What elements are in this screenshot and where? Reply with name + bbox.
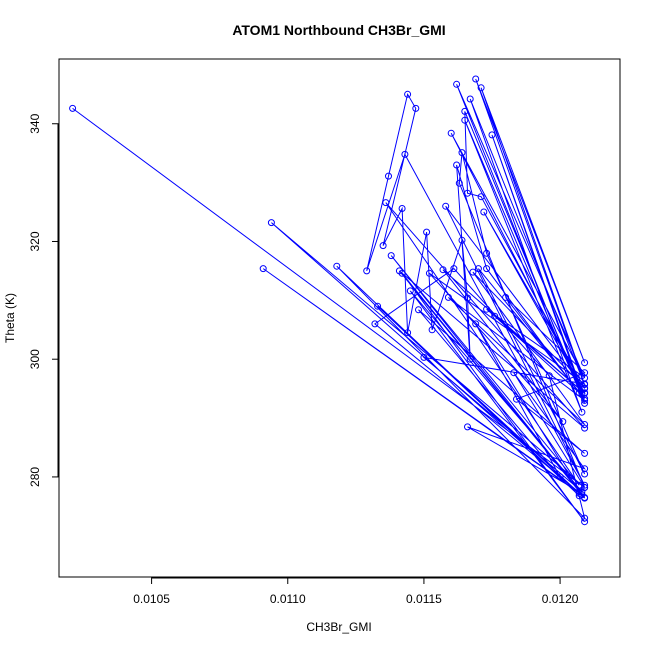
data-point — [447, 129, 455, 137]
data-point — [398, 205, 406, 212]
data-point — [581, 514, 589, 522]
data-point — [581, 369, 589, 377]
y-tick-label: 300 — [28, 349, 42, 369]
y-tick-label: 280 — [28, 467, 42, 487]
data-point — [406, 287, 414, 295]
data-point — [453, 80, 461, 88]
data-point — [461, 107, 469, 115]
data-point — [425, 269, 433, 277]
data-point — [483, 265, 491, 273]
y-axis: 280 300 320 340 — [28, 113, 59, 487]
y-axis-label: Theta (K) — [3, 293, 17, 343]
data-point — [259, 265, 267, 273]
data-point — [581, 481, 589, 489]
data-point — [545, 372, 553, 380]
data-point — [581, 396, 589, 404]
data-point — [472, 75, 480, 83]
data-point — [267, 219, 275, 227]
data-point — [404, 329, 412, 337]
data-point — [581, 421, 589, 428]
data-point — [374, 302, 382, 310]
data-point — [379, 242, 387, 250]
data-point — [488, 131, 496, 139]
data-point — [581, 449, 589, 457]
data-point — [69, 104, 77, 112]
data-point — [581, 399, 589, 407]
plot-area-border — [58, 58, 621, 578]
data-point — [559, 418, 567, 426]
data-point — [458, 236, 466, 244]
data-point — [581, 384, 589, 392]
data-point — [450, 265, 458, 273]
x-tick-label: 0.0110 — [270, 592, 306, 606]
data-point — [483, 305, 491, 313]
data-point — [466, 95, 474, 103]
data-point — [581, 518, 589, 526]
data-point — [382, 199, 390, 207]
data-point — [477, 84, 485, 92]
data-point — [480, 208, 488, 216]
series-line — [72, 78, 586, 523]
data-point — [404, 90, 412, 98]
data-point — [510, 369, 518, 377]
data-point — [453, 161, 461, 169]
data-point — [458, 149, 466, 157]
data-point — [387, 252, 395, 260]
data-point — [464, 294, 471, 302]
x-tick-label: 0.0115 — [406, 592, 442, 606]
x-axis-label: CH3Br_GMI — [306, 620, 371, 634]
data-point — [363, 267, 371, 275]
chart-title: ATOM1 Northbound CH3Br_GMI — [232, 22, 445, 38]
data-point — [469, 268, 477, 276]
y-tick-label: 340 — [28, 113, 42, 133]
data-point — [477, 193, 485, 201]
data-point — [428, 326, 436, 334]
data-point — [385, 172, 392, 180]
data-point — [581, 389, 589, 397]
data-point — [556, 473, 564, 481]
data-point — [412, 104, 420, 112]
data-point — [420, 353, 428, 361]
data-point — [581, 465, 589, 473]
data-point — [502, 293, 510, 301]
data-point — [455, 179, 463, 187]
data-point — [581, 494, 589, 501]
data-point — [472, 320, 480, 328]
data-point — [483, 249, 491, 257]
data-point — [333, 262, 341, 270]
data-point — [581, 484, 589, 491]
data-point — [442, 202, 450, 210]
data-point — [371, 320, 379, 328]
plot-data-layer — [69, 75, 589, 526]
data-point — [464, 423, 471, 431]
data-point — [415, 306, 422, 314]
data-point — [581, 359, 589, 367]
data-point — [513, 395, 520, 403]
data-point — [581, 470, 589, 478]
data-point — [474, 265, 482, 273]
x-tick-label: 0.0120 — [542, 592, 579, 606]
data-point — [464, 189, 471, 197]
x-tick-label: 0.0105 — [133, 592, 170, 606]
data-point — [401, 150, 409, 158]
data-point — [581, 424, 589, 432]
data-point — [466, 355, 474, 363]
x-axis: 0.0105 0.0110 0.0115 0.0120 — [133, 577, 579, 606]
data-point — [398, 269, 406, 277]
data-point — [439, 266, 447, 274]
data-point — [581, 381, 589, 388]
data-point — [461, 116, 469, 124]
data-point — [575, 488, 583, 496]
data-point — [578, 408, 586, 416]
data-point — [444, 293, 452, 301]
y-tick-label: 320 — [28, 231, 42, 251]
data-point — [423, 228, 431, 236]
data-point — [491, 312, 499, 320]
